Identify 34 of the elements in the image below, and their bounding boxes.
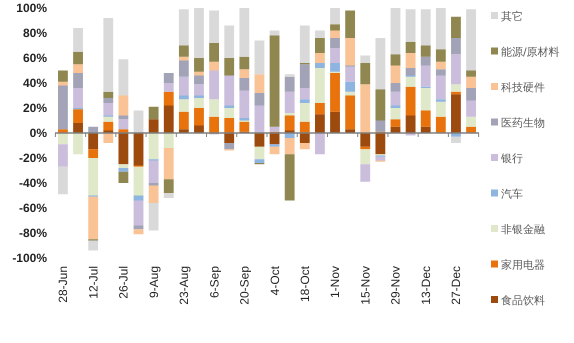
x-tick-label: 12-Jul bbox=[86, 266, 100, 299]
y-tick-label: 80% bbox=[22, 26, 48, 40]
legend-label: 非银金融 bbox=[501, 222, 545, 236]
x-tick-label: 26-Jul bbox=[116, 266, 131, 299]
legend-label: 医药生物 bbox=[501, 116, 545, 130]
x-tick-label: 27-Dec bbox=[449, 266, 464, 305]
y-tick-label: 60% bbox=[22, 51, 48, 66]
x-tick-label: 9-Aug bbox=[146, 266, 161, 298]
legend-label: 汽车 bbox=[501, 187, 523, 200]
y-tick-label: -60% bbox=[18, 201, 48, 216]
legend-label: 家用电器 bbox=[501, 258, 545, 272]
legend-label: 食品饮料 bbox=[501, 294, 545, 307]
x-tick-label: 23-Aug bbox=[177, 266, 192, 305]
y-tick-label: -40% bbox=[18, 176, 48, 190]
x-tick-label: 20-Sep bbox=[238, 266, 252, 305]
y-tick-label: 0% bbox=[30, 126, 48, 140]
legend-label: 银行 bbox=[500, 152, 523, 165]
x-tick-label: 15-Nov bbox=[358, 266, 372, 305]
y-tick-label: 40% bbox=[22, 76, 48, 90]
y-tick-label: -80% bbox=[18, 226, 48, 240]
x-tick-label: 13-Dec bbox=[418, 266, 433, 305]
legend-label: 能源/原材料 bbox=[501, 45, 560, 58]
y-tick-label: -100% bbox=[12, 251, 48, 266]
legend-label: 其它 bbox=[501, 10, 523, 23]
y-tick-label: -20% bbox=[18, 151, 48, 166]
x-tick-label: 1-Nov bbox=[328, 266, 342, 298]
x-tick-label: 6-Sep bbox=[207, 266, 222, 298]
y-tick-label: 100% bbox=[16, 1, 48, 16]
x-tick-label: 29-Nov bbox=[388, 266, 403, 305]
x-tick-label: 28-Jun bbox=[56, 266, 70, 303]
x-tick-label: 4-Oct bbox=[268, 265, 282, 296]
x-tick-label: 18-Oct bbox=[298, 265, 312, 302]
legend-label: 科技硬件 bbox=[501, 80, 545, 94]
y-tick-label: 20% bbox=[22, 101, 48, 116]
